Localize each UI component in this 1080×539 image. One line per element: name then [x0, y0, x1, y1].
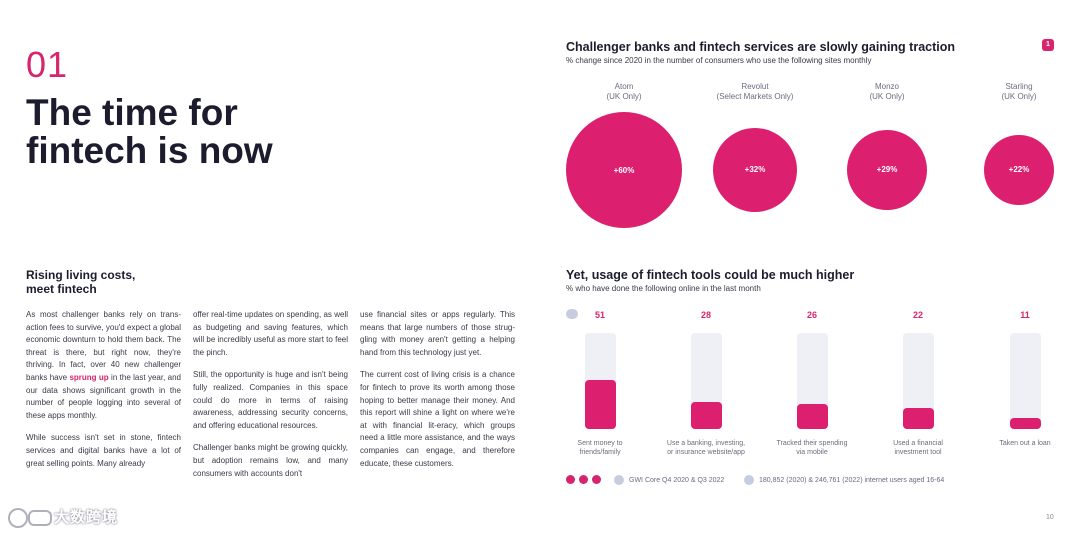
- people-icon: [744, 475, 754, 485]
- sub-heading: Rising living costs, meet fintech: [26, 268, 226, 296]
- bar-chart-icon: [592, 475, 601, 484]
- body-paragraph: use financial sites or apps regularly. T…: [360, 310, 515, 357]
- bubble-monzo: +29%: [846, 129, 928, 211]
- bubble-value-label: +22%: [1008, 165, 1030, 175]
- globe-icon: [614, 475, 624, 485]
- page-headline: The time for fintech is now: [26, 94, 326, 170]
- bar-chart-icon: [566, 475, 575, 484]
- headline-line-2: fintech is now: [26, 130, 273, 171]
- bar-category-label: Sent money to friends/family: [550, 440, 650, 457]
- body-column-1: As most challenger banks rely on trans-a…: [26, 309, 181, 480]
- bar-category-label: Used a financial investment tool: [868, 440, 968, 457]
- body-paragraph: Still, the opportunity is huge and isn't…: [193, 370, 348, 430]
- bar-category-label: Taken out a loan: [975, 440, 1075, 449]
- bar-track: [1009, 333, 1041, 429]
- bar-fill: [796, 404, 828, 429]
- bar-fill: [902, 407, 934, 429]
- section-number: 01: [26, 44, 69, 85]
- bubble-label: Starling (UK Only): [949, 82, 1080, 102]
- bar-category-line: friends/family: [579, 448, 621, 456]
- bar-fill: [1009, 418, 1041, 429]
- watermark-text: 大数跨境: [54, 509, 119, 526]
- bar-category-label: Tracked their spending via mobile: [762, 440, 862, 457]
- bar-category-line: Sent money to: [577, 440, 623, 447]
- bar-chart-subtitle: % who have done the following online in …: [566, 284, 761, 293]
- source-note: GWI Core Q4 2020 & Q3 2022: [614, 475, 724, 485]
- bar-category-line: investment tool: [894, 448, 942, 456]
- chart-type-icons: [566, 475, 601, 484]
- watermark-logo-icon: [8, 508, 28, 528]
- bar-category-line: via mobile: [796, 448, 828, 456]
- chart-number-badge: 1: [1042, 39, 1054, 51]
- bar-fill: [690, 402, 722, 429]
- bubble-region: (UK Only): [869, 92, 905, 101]
- bar-track: [902, 333, 934, 429]
- body-column-3: use financial sites or apps regularly. T…: [360, 309, 515, 480]
- bar-track: [690, 333, 722, 429]
- bar-chart-title: Yet, usage of fintech tools could be muc…: [566, 268, 855, 282]
- bar-value-label: 26: [806, 310, 817, 320]
- bubble-value-label: +60%: [613, 165, 635, 175]
- watermark-chat-icon: [28, 510, 52, 526]
- bubble-brand-name: Revolut: [741, 82, 769, 91]
- sub-heading-line-1: Rising living costs,: [26, 268, 136, 282]
- bar-value-label: 22: [912, 310, 923, 320]
- body-paragraph: Challenger banks might be growing quickl…: [193, 443, 348, 478]
- page-number: 10: [1046, 514, 1054, 521]
- headline-line-1: The time for: [26, 92, 238, 133]
- bar-category-line: Taken out a loan: [999, 440, 1051, 447]
- bar-chart-icon: [579, 475, 588, 484]
- bar-track: [584, 333, 616, 429]
- bar-category-line: Use a banking, investing,: [666, 440, 746, 447]
- bubble-starling: +22%: [983, 134, 1055, 206]
- sample-note: 180,852 (2020) & 246,761 (2022) internet…: [744, 475, 944, 485]
- bubble-brand-name: Atom: [614, 82, 634, 91]
- bar-track: [796, 333, 828, 429]
- bubble-label: Monzo (UK Only): [817, 82, 957, 102]
- bubble-revolut: +32%: [712, 127, 798, 213]
- bubble-region: (UK Only): [606, 92, 642, 101]
- bubble-region: (Select Markets Only): [716, 92, 794, 101]
- bubble-value-label: +32%: [744, 165, 766, 175]
- source-text: GWI Core Q4 2020 & Q3 2022: [629, 476, 725, 484]
- sub-heading-line-2: meet fintech: [26, 282, 97, 296]
- bubble-value-label: +29%: [876, 165, 898, 175]
- bubble-atom: +60%: [566, 112, 682, 228]
- bubble-region: (UK Only): [1001, 92, 1037, 101]
- bubble-chart-title: Challenger banks and fintech services ar…: [566, 40, 956, 54]
- bubble-label: Atom (UK Only): [554, 82, 694, 102]
- bubble-brand-name: Starling: [1005, 82, 1033, 91]
- bubble-label: Revolut (Select Markets Only): [685, 82, 825, 102]
- sample-text: 180,852 (2020) & 246,761 (2022) internet…: [759, 476, 945, 484]
- bar-value-label: 11: [1020, 310, 1030, 320]
- body-paragraph: offer real-time updates on spending, as …: [193, 310, 348, 357]
- bar-value-label: 51: [594, 310, 605, 320]
- sprung-up-link[interactable]: sprung up: [69, 372, 109, 382]
- body-paragraph: While success isn't set in stone, fintec…: [26, 433, 181, 468]
- bar-fill: [584, 380, 616, 429]
- bar-category-line: Used a financial: [893, 440, 943, 447]
- bar-category-line: Tracked their spending: [776, 440, 848, 447]
- bar-category-line: or insurance website/app: [667, 448, 745, 456]
- bar-category-label: Use a banking, investing, or insurance we…: [656, 440, 756, 457]
- bubble-chart-subtitle: % change since 2020 in the number of con…: [566, 56, 872, 65]
- bar-value-label: 28: [700, 310, 711, 320]
- percent-icon: [566, 309, 578, 319]
- body-paragraph: The current cost of living crisis is a c…: [360, 370, 515, 468]
- bubble-brand-name: Monzo: [874, 82, 899, 91]
- body-column-2: offer real-time updates on spending, as …: [193, 309, 348, 490]
- body-paragraph: As most challenger banks rely on trans-a…: [26, 310, 182, 420]
